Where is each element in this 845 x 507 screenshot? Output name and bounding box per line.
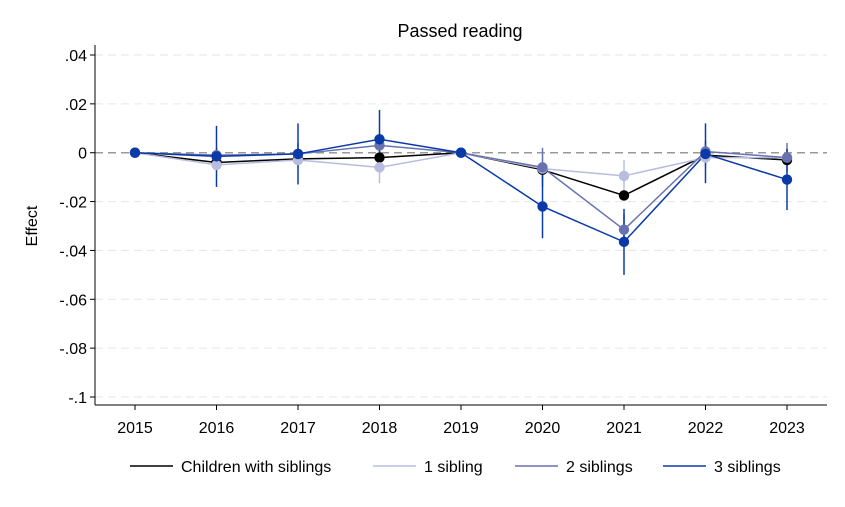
x-tick-label: 2020 bbox=[525, 420, 561, 437]
series-points bbox=[129, 134, 793, 248]
data-point-series-3-2016 bbox=[211, 151, 222, 162]
x-tick-label: 2016 bbox=[199, 420, 235, 437]
data-point-series-1-2018 bbox=[374, 162, 385, 173]
legend-label-0: Children with siblings bbox=[181, 459, 331, 476]
x-tick-label: 2022 bbox=[688, 420, 724, 437]
y-tick-label: -.02 bbox=[59, 195, 87, 212]
data-point-series-2-2020 bbox=[537, 162, 548, 173]
x-tick-label: 2015 bbox=[117, 420, 153, 437]
x-tick-label: 2017 bbox=[280, 420, 316, 437]
y-axis-label: Effect bbox=[24, 205, 41, 246]
x-tick-label: 2021 bbox=[606, 420, 642, 437]
data-point-series-3-2015 bbox=[129, 147, 141, 158]
data-point-series-3-2019 bbox=[455, 147, 467, 158]
x-tick-label: 2019 bbox=[443, 420, 479, 437]
data-point-series-3-2023 bbox=[781, 174, 793, 185]
y-tick-label: -.04 bbox=[59, 243, 87, 260]
data-point-series-3-2022 bbox=[700, 148, 711, 160]
y-tick-label: .04 bbox=[65, 48, 87, 65]
data-point-series-0-2018 bbox=[374, 152, 385, 163]
series-line-0 bbox=[134, 151, 788, 197]
y-tick-label: -.1 bbox=[68, 390, 87, 407]
data-point-series-0-2021 bbox=[618, 190, 630, 201]
data-point-series-1-2021 bbox=[618, 170, 630, 182]
legend-label-3: 3 siblings bbox=[714, 459, 781, 476]
data-point-series-3-2018 bbox=[374, 134, 385, 145]
x-tick-label: 2023 bbox=[769, 420, 805, 437]
series-line-2 bbox=[134, 144, 788, 231]
legend: Children with siblings 1 sibling 2 sibling… bbox=[130, 459, 781, 476]
legend-label-1: 1 sibling bbox=[424, 459, 483, 476]
data-point-series-2-2023 bbox=[781, 152, 793, 163]
y-tick-label: -.08 bbox=[59, 341, 87, 358]
data-point-series-1-2016 bbox=[211, 159, 222, 171]
grid-layer bbox=[95, 54, 827, 398]
x-tick-label: 2018 bbox=[362, 420, 398, 437]
y-tick-label: -.06 bbox=[59, 292, 87, 309]
data-point-series-3-2021 bbox=[618, 236, 630, 248]
legend-label-2: 2 siblings bbox=[566, 459, 633, 476]
axes-layer: .04 .02 0 -.02 -.04 -.06 -.08 -.1 2015 2016 2017 20… bbox=[59, 45, 827, 437]
y-tick-label: 0 bbox=[78, 146, 87, 163]
data-point-series-3-2020 bbox=[537, 201, 548, 212]
chart-title: Passed reading bbox=[397, 21, 522, 41]
y-tick-label: .02 bbox=[65, 97, 87, 114]
data-point-series-2-2021 bbox=[618, 224, 630, 235]
data-point-series-3-2017 bbox=[292, 148, 304, 160]
